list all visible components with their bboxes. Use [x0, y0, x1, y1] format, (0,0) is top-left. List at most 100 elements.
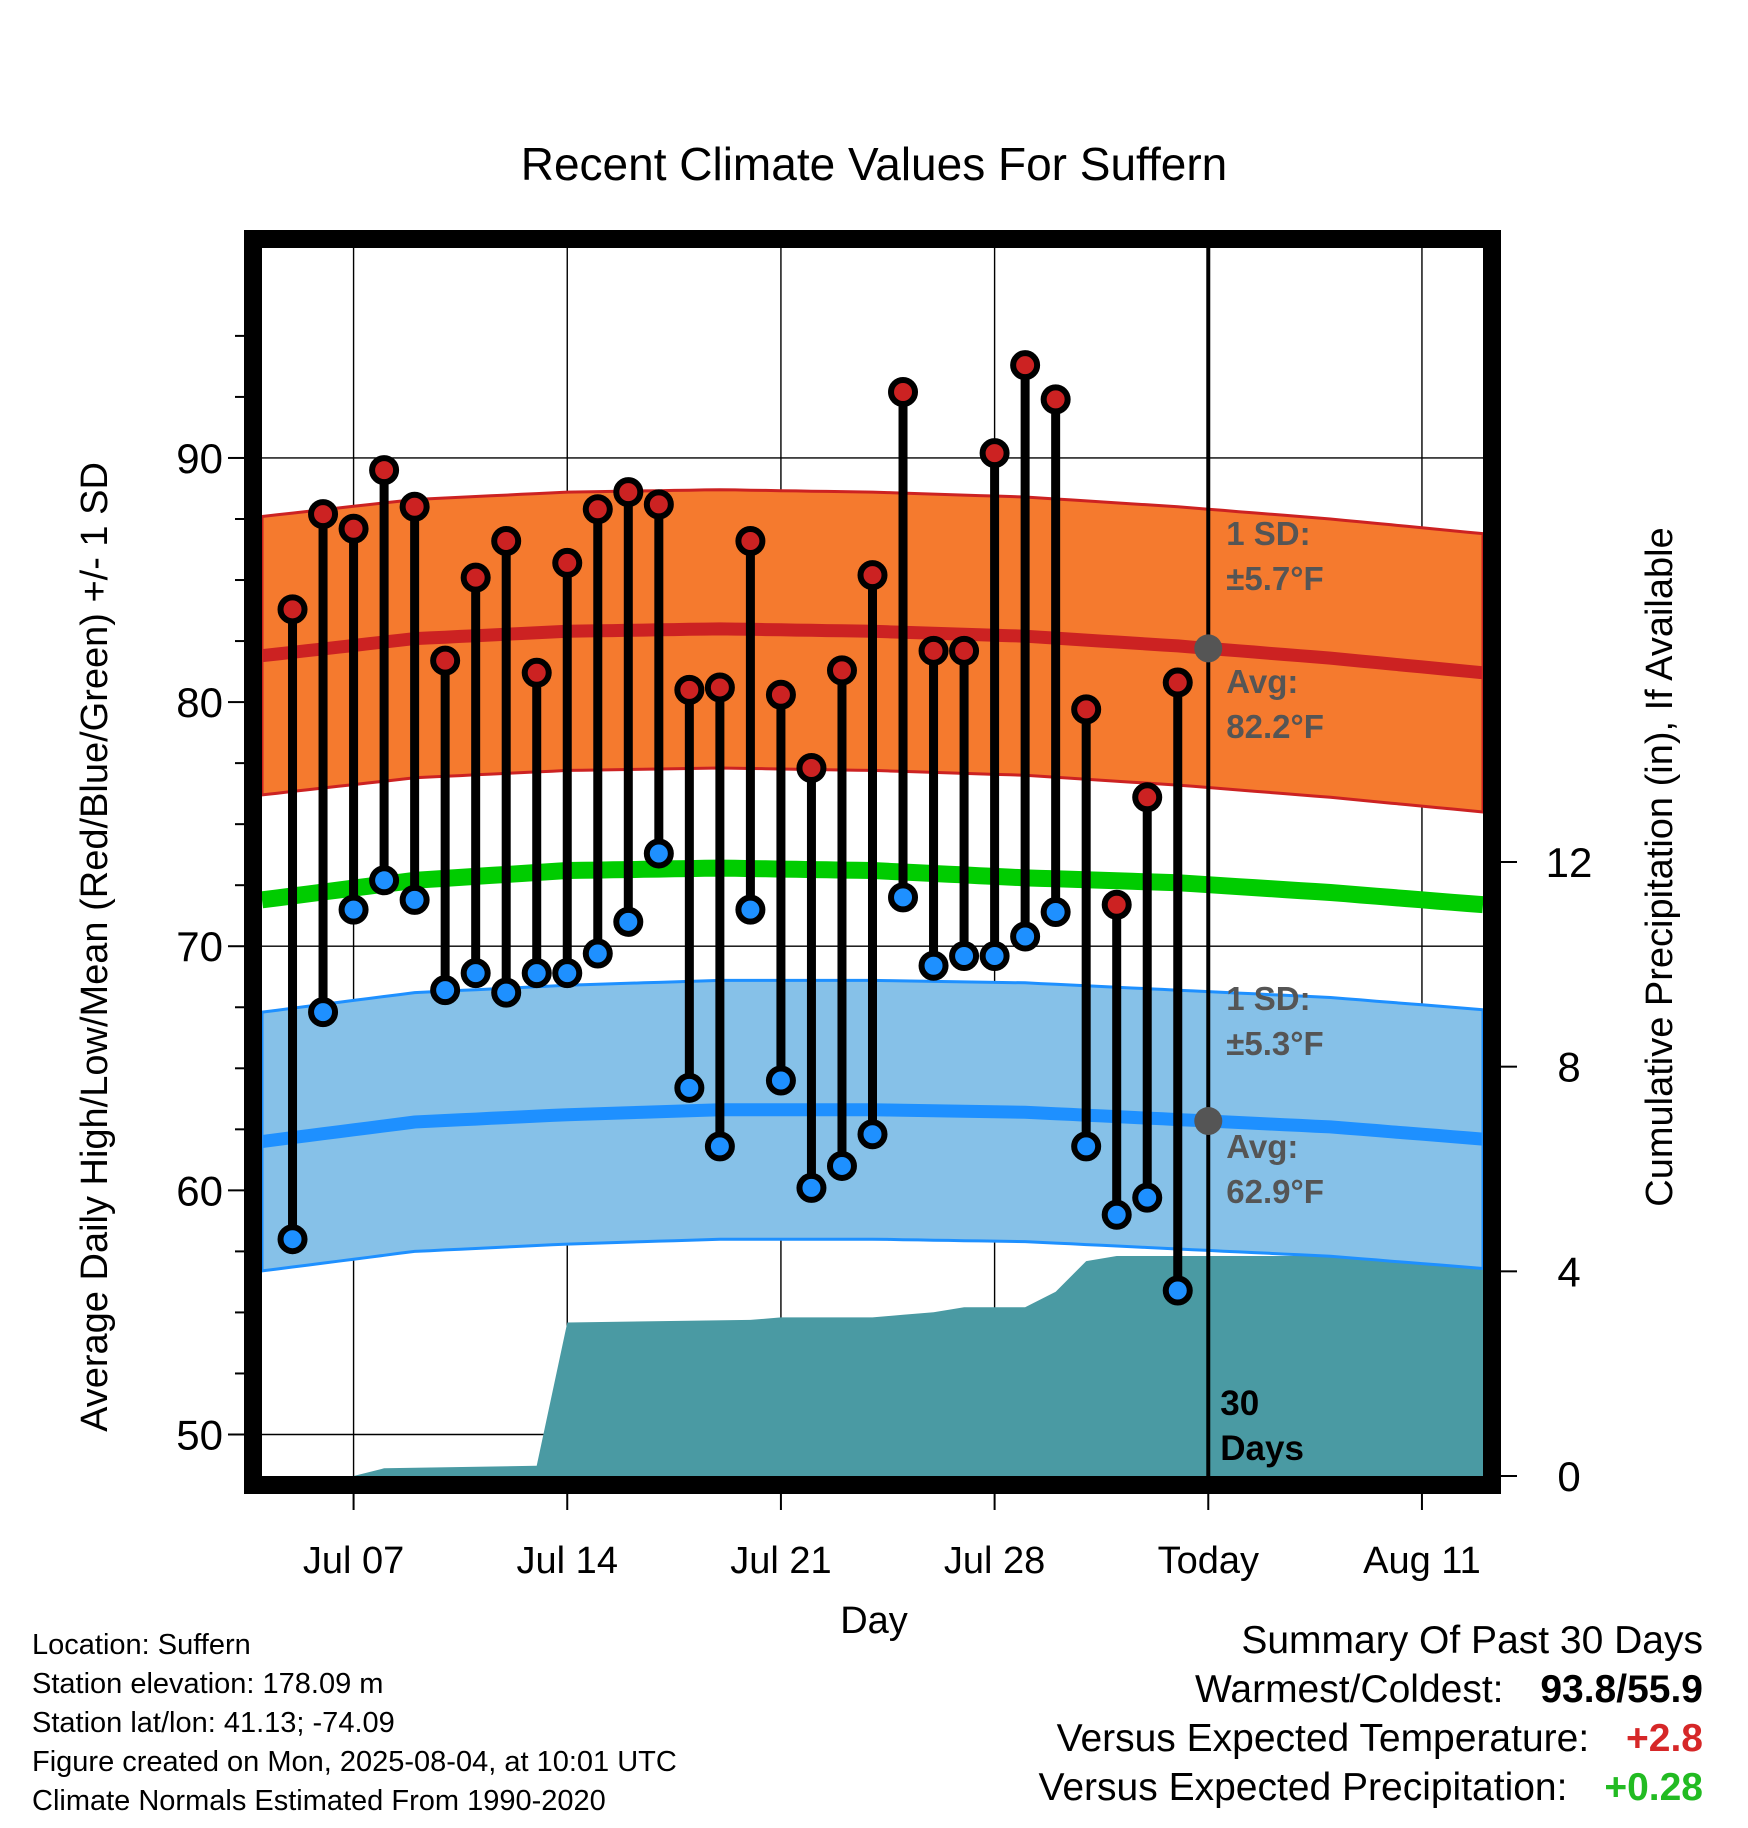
daily-high-point — [1071, 694, 1102, 725]
daily-high-point — [338, 513, 369, 544]
summary-warm-cold-label: Warmest/Coldest: — [1195, 1668, 1504, 1711]
daily-low-point — [430, 975, 461, 1006]
summary-panel: Summary Of Past 30 Days Warmest/Coldest:… — [1039, 1616, 1704, 1812]
chart-title: Recent Climate Values For Suffern — [521, 138, 1228, 190]
daily-low-point — [338, 894, 369, 925]
summary-sep: / — [1616, 1668, 1628, 1711]
summary-heading: Summary Of Past 30 Days — [1241, 1619, 1703, 1662]
x-tick-label: Jul 21 — [730, 1540, 831, 1582]
y2-tick-label: 12 — [1546, 839, 1593, 886]
daily-high-point — [491, 525, 522, 556]
daily-low-point — [277, 1224, 308, 1255]
high-avg-label: Avg: — [1226, 663, 1298, 700]
daily-high-point — [399, 491, 430, 522]
daily-low-point — [521, 958, 552, 989]
daily-low-point — [613, 906, 644, 937]
summary-warm-cold-value: 93.8/55.9 — [1540, 1668, 1703, 1711]
summary-precip-label: Versus Expected Precipitation: — [1038, 1766, 1568, 1809]
daily-high-point — [949, 635, 980, 666]
plot-interior — [262, 248, 1483, 1476]
summary-temp-label: Versus Expected Temperature: — [1056, 1717, 1590, 1760]
daily-high-point — [735, 525, 766, 556]
daily-low-point — [399, 884, 430, 915]
daily-low-point — [1162, 1275, 1193, 1306]
daily-high-point — [888, 377, 919, 408]
y2-axis-label: Cumulative Precipitation (in), If Availa… — [1639, 527, 1681, 1206]
daily-high-point — [277, 594, 308, 625]
y2-tick-label: 4 — [1557, 1248, 1580, 1295]
high-avg-value: 82.2°F — [1226, 708, 1324, 745]
daily-high-point — [460, 562, 491, 593]
precip-area — [323, 1256, 1483, 1476]
daily-high-point — [643, 489, 674, 520]
y2-tick-label: 8 — [1557, 1044, 1580, 1091]
y-tick-label: 50 — [176, 1411, 223, 1458]
x-tick-label: Jul 28 — [944, 1540, 1045, 1582]
high-sd-label: 1 SD: — [1226, 515, 1310, 552]
daily-low-point — [1010, 921, 1041, 952]
daily-high-point — [674, 674, 705, 705]
x-tick-label: Aug 11 — [1363, 1540, 1481, 1582]
y-tick-label: 70 — [176, 923, 223, 970]
daily-high-point — [704, 672, 735, 703]
daily-low-point — [1040, 897, 1071, 928]
daily-low-point — [308, 997, 339, 1028]
daily-high-point — [918, 635, 949, 666]
x-axis-label: Day — [840, 1600, 908, 1642]
y-tick-label: 60 — [176, 1167, 223, 1214]
daily-low-point — [796, 1172, 827, 1203]
info-elevation: Station elevation: 178.09 m — [32, 1668, 384, 1700]
daily-low-point — [460, 958, 491, 989]
daily-high-point — [979, 438, 1010, 469]
daily-low-point — [765, 1065, 796, 1096]
daily-high-point — [369, 455, 400, 486]
info-normals: Climate Normals Estimated From 1990-2020 — [32, 1785, 606, 1817]
daily-low-point — [979, 940, 1010, 971]
info-location: Location: Suffern — [32, 1629, 251, 1661]
y-tick-label: 80 — [176, 679, 223, 726]
summary-precip-value: +0.28 — [1604, 1766, 1703, 1809]
y-axis-label: Average Daily High/Low/Mean (Red/Blue/Gr… — [74, 462, 116, 1432]
daily-high-point — [552, 547, 583, 578]
summary-precip-row: Versus Expected Precipitation: +0.28 — [1039, 1763, 1704, 1812]
x-tick-label: Today — [1158, 1540, 1259, 1582]
daily-high-point — [1162, 667, 1193, 698]
window-unit: Days — [1220, 1429, 1304, 1468]
daily-low-point — [704, 1131, 735, 1162]
daily-low-point — [369, 865, 400, 896]
daily-high-point — [1010, 350, 1041, 381]
plot-area: 1 SD: ±5.7°F Avg: 82.2°F 1 SD: ±5.3°F Avg: 62.9… — [176, 230, 1593, 1582]
daily-low-point — [857, 1119, 888, 1150]
summary-warmest: 93.8 — [1540, 1668, 1617, 1711]
daily-high-point — [1040, 384, 1071, 415]
station-info: Location: Suffern Station elevation: 178… — [32, 1626, 677, 1821]
today-high-marker — [1194, 634, 1223, 663]
y-tick-label: 90 — [176, 435, 223, 482]
daily-low-point — [491, 977, 522, 1008]
high-sd-value: ±5.7°F — [1226, 560, 1323, 597]
daily-low-point — [582, 938, 613, 969]
daily-high-point — [826, 655, 857, 686]
plot-frame — [244, 230, 1501, 1494]
daily-high-point — [1132, 782, 1163, 813]
daily-high-point — [1101, 889, 1132, 920]
daily-high-point — [308, 499, 339, 530]
window-count: 30 — [1220, 1384, 1259, 1423]
summary-temp-value: +2.8 — [1626, 1717, 1703, 1760]
daily-high-point — [521, 657, 552, 688]
daily-high-point — [430, 645, 461, 676]
low-sd-label: 1 SD: — [1226, 980, 1310, 1017]
daily-high-point — [796, 753, 827, 784]
info-created: Figure created on Mon, 2025-08-04, at 10… — [32, 1746, 677, 1778]
low-sd-value: ±5.3°F — [1226, 1025, 1323, 1062]
x-tick-label: Jul 14 — [517, 1540, 618, 1582]
info-latlon: Station lat/lon: 41.13; -74.09 — [32, 1707, 395, 1739]
x-tick-label: Jul 07 — [303, 1540, 404, 1582]
today-low-marker — [1194, 1107, 1223, 1136]
daily-low-point — [1071, 1131, 1102, 1162]
low-avg-label: Avg: — [1226, 1128, 1298, 1165]
daily-high-point — [857, 560, 888, 591]
summary-coldest: 55.9 — [1627, 1668, 1703, 1711]
daily-high-point — [613, 477, 644, 508]
